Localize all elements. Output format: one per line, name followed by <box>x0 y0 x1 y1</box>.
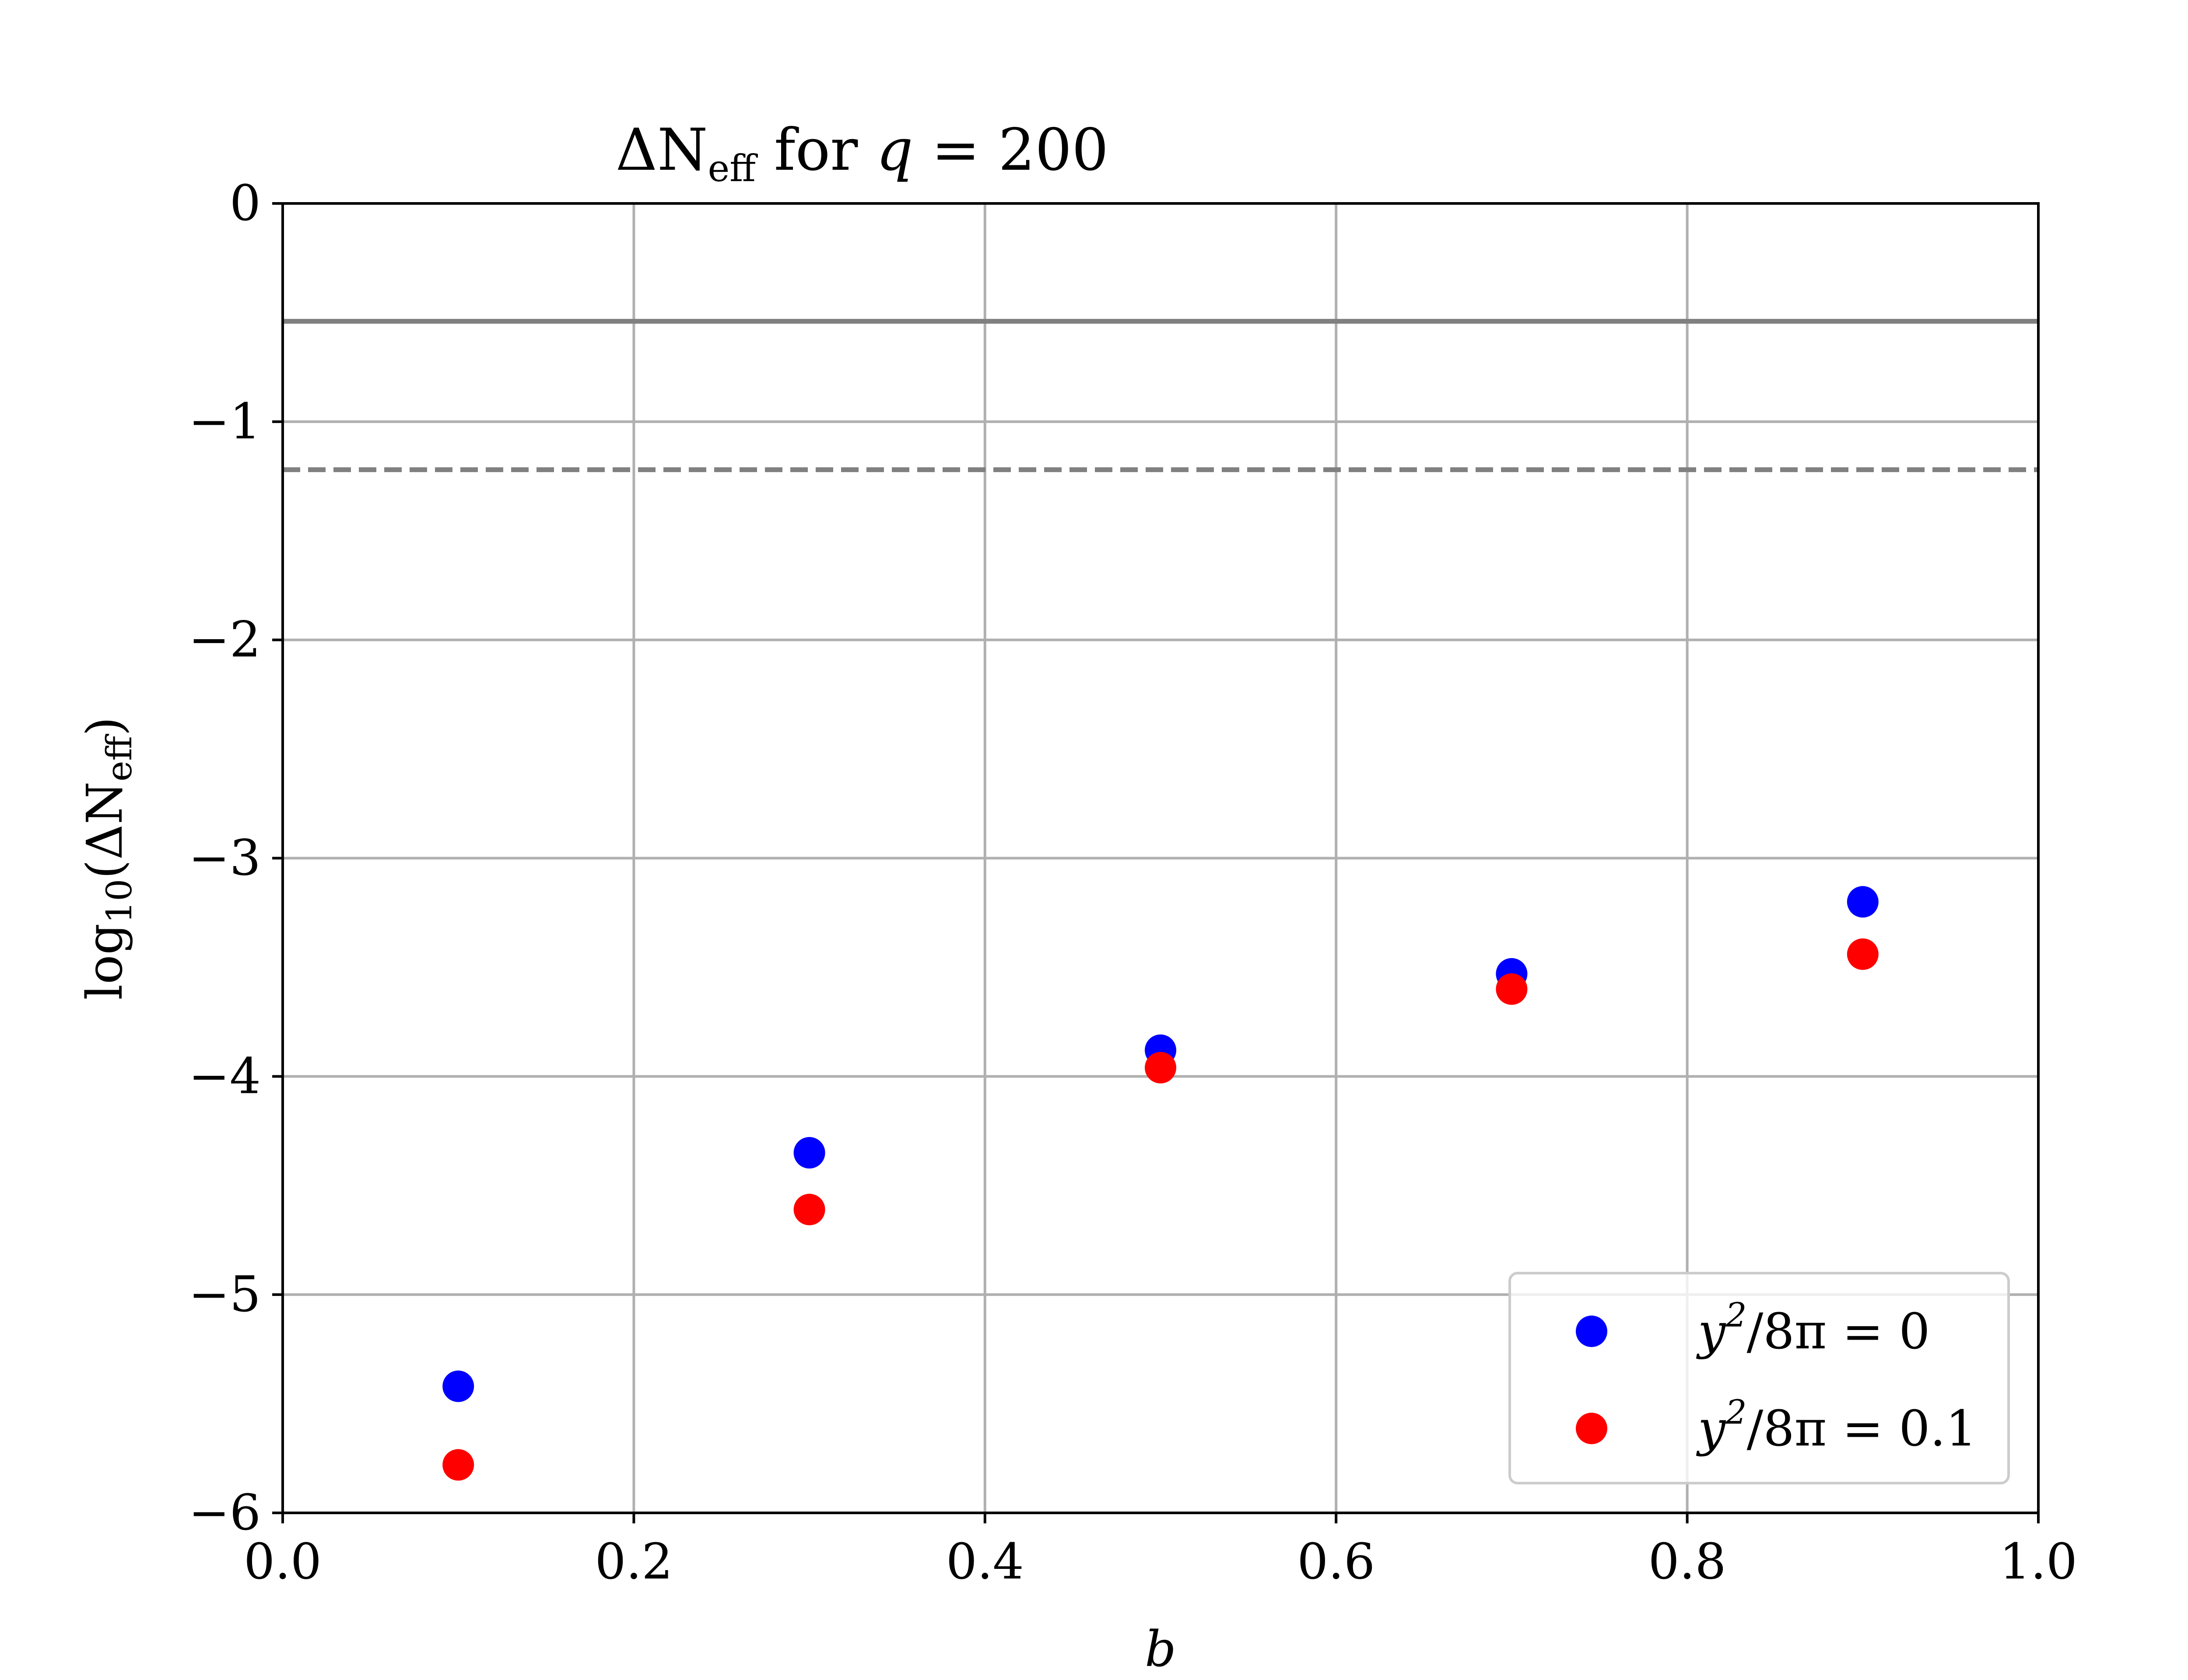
y-axis-title: log10(ΔNeff) <box>77 717 140 1000</box>
title-middle: for <box>756 116 876 184</box>
legend-marker-series-1 <box>1576 1316 1607 1347</box>
legend-label-series-1: y2/8π = 0 <box>1696 1295 1930 1360</box>
x-tick-label: 0.4 <box>946 1533 1024 1590</box>
ticks-layer: 0.0 0.2 0.4 0.6 0.8 1.0 0 −1 −2 −3 −4 −5 −6 <box>189 175 2077 1590</box>
y-axis-title-prefix: log <box>77 924 133 1000</box>
x-tick-label: 0.0 <box>244 1533 322 1590</box>
chart-title: ΔNeff for q = 200 <box>616 116 1109 190</box>
data-point-series-1 <box>442 1370 474 1402</box>
data-point-series-2 <box>442 1449 474 1481</box>
data-point-series-2 <box>1145 1052 1176 1084</box>
x-tick-label: 0.8 <box>1648 1533 1726 1590</box>
x-tick-label: 0.6 <box>1297 1533 1375 1590</box>
data-point-series-2 <box>793 1194 825 1225</box>
title-variable: q <box>876 116 913 184</box>
legend-box <box>1508 1272 2010 1484</box>
title-subscript: eff <box>708 147 758 190</box>
reference-lines-layer <box>283 318 2038 472</box>
x-tick-label: 0.2 <box>595 1533 673 1590</box>
data-points-layer <box>442 886 1879 1481</box>
title-value: 200 <box>998 116 1108 184</box>
y-tick-label: −4 <box>189 1048 261 1105</box>
x-axis-title: b <box>1145 1621 1176 1678</box>
legend-label-series-2: y2/8π = 0.1 <box>1696 1393 1977 1457</box>
x-tick-label: 1.0 <box>1999 1533 2077 1590</box>
y-tick-label: −1 <box>189 393 261 450</box>
y-tick-label: −5 <box>189 1266 261 1323</box>
y-axis-title-inner-subscript: eff <box>99 734 140 781</box>
y-tick-label: 0 <box>230 175 261 232</box>
y-axis-title-inner-open: (ΔN <box>77 781 133 879</box>
legend: y2/8π = 0 y2/8π = 0.1 <box>1508 1272 2010 1484</box>
y-tick-label: −2 <box>189 612 261 668</box>
y-tick-label: −6 <box>189 1484 261 1541</box>
data-point-series-2 <box>1847 938 1879 970</box>
data-point-series-1 <box>1847 886 1879 918</box>
y-axis-title-inner-close: ) <box>77 717 133 736</box>
title-prefix: ΔN <box>616 116 708 184</box>
title-equals: = <box>913 116 999 184</box>
legend-marker-series-2 <box>1576 1413 1607 1444</box>
data-point-series-1 <box>793 1137 825 1169</box>
y-axis-title-subscript: 10 <box>99 879 140 924</box>
y-tick-label: −3 <box>189 830 261 887</box>
data-point-series-2 <box>1496 973 1528 1005</box>
